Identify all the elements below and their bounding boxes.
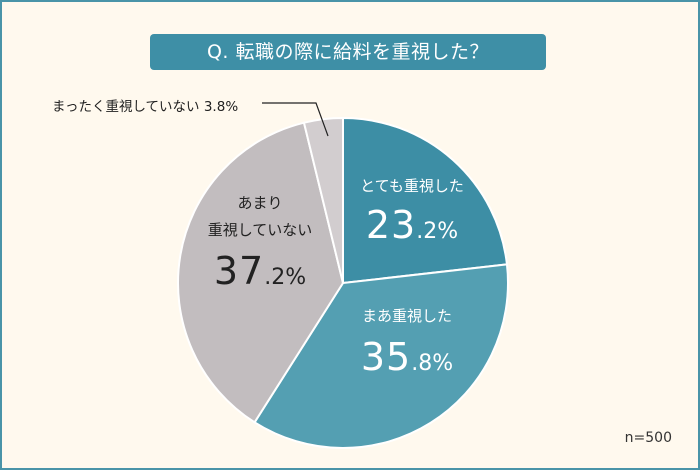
label-not-much: あまり 重視していない 37.2% <box>195 192 325 290</box>
callout-leader-line <box>262 102 329 137</box>
slice-very-important <box>342 116 509 285</box>
slice-percent-major: 35 <box>360 335 412 379</box>
slice-percent-minor: .2% <box>264 265 307 290</box>
slice-not-much <box>177 121 345 424</box>
slice-percent-minor: .8% <box>411 351 454 376</box>
slice-name-line2: 重視していない <box>207 221 313 239</box>
chart-title: Q. 転職の際に給料を重視した？ <box>150 34 546 70</box>
slice-somewhat-important <box>253 263 509 449</box>
slice-percent-major: 37 <box>213 249 265 293</box>
slice-percent-minor: .2% <box>416 219 459 244</box>
label-somewhat-important: まあ重視した 35.8% <box>342 305 472 376</box>
label-very-important: とても重視した 23.2% <box>352 175 472 244</box>
slice-not-at-all <box>302 116 344 284</box>
slice-name: とても重視した <box>360 177 464 195</box>
label-not-at-all: まったく重視していない 3.8% <box>52 99 239 115</box>
sample-size: n=500 <box>624 430 672 446</box>
slice-percent-major: 23 <box>365 203 417 247</box>
slice-name-line1: あまり <box>237 194 283 212</box>
slice-name: まあ重視した <box>361 307 452 325</box>
